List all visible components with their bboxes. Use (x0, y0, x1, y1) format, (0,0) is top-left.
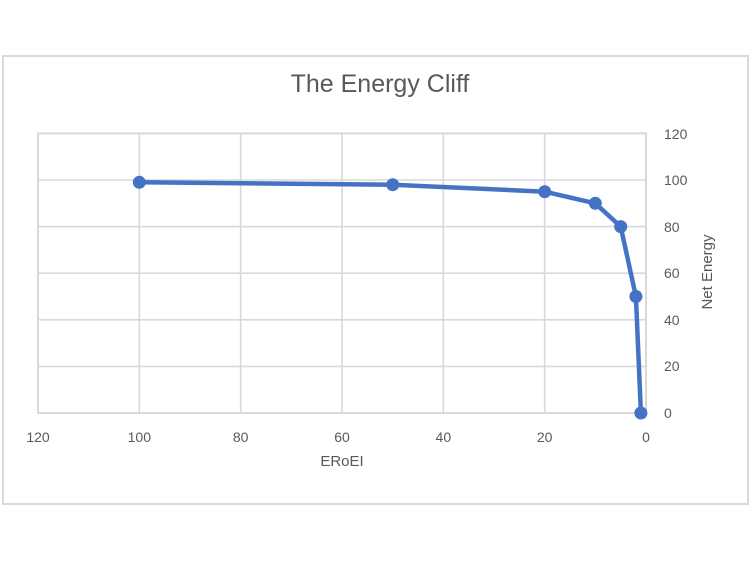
y-tick-label: 60 (664, 265, 680, 281)
x-tick-label: 120 (26, 429, 50, 445)
x-tick-label: 0 (642, 429, 650, 445)
y-tick-label: 120 (664, 126, 688, 142)
x-tick-label: 40 (435, 429, 452, 445)
x-tick-label: 100 (127, 429, 152, 445)
x-tick-label: 80 (232, 429, 249, 445)
y-axis-title: Net Energy (699, 234, 716, 310)
y-tick-label: 0 (664, 405, 672, 421)
x-axis-tick-labels: 120 100 80 60 40 20 0 (26, 429, 650, 447)
y-axis-tick-labels: 120 100 80 60 40 20 0 (664, 0, 704, 430)
y-tick-label: 80 (664, 219, 680, 235)
y-tick-label: 100 (664, 172, 688, 188)
chart-frame (2, 55, 749, 505)
chart-title: The Energy Cliff (290, 70, 470, 98)
y-tick-label: 20 (664, 358, 680, 374)
y-tick-label: 40 (664, 312, 680, 328)
x-tick-label: 20 (536, 429, 553, 445)
x-axis-title: ERoEI (320, 453, 364, 470)
x-tick-label: 60 (334, 429, 350, 445)
